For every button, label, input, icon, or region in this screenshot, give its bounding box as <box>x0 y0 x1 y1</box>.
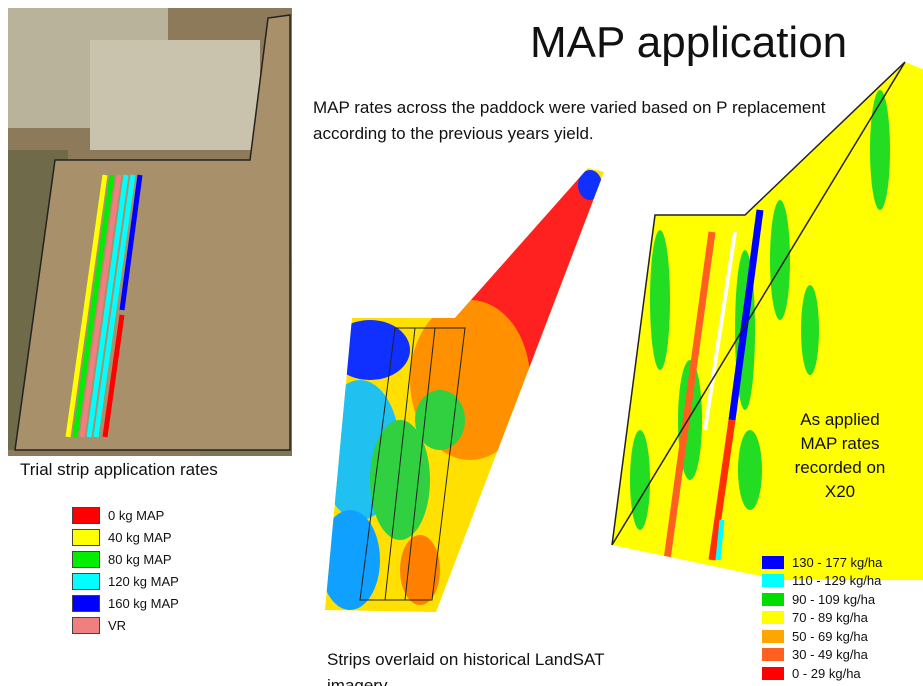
legend-item: VR <box>72 614 179 636</box>
legend-item: 80 kg MAP <box>72 548 179 570</box>
legend-label: 130 - 177 kg/ha <box>792 555 882 570</box>
legend-item: 50 - 69 kg/ha <box>762 627 882 646</box>
legend-swatch <box>72 617 100 634</box>
applied-caption: As applied MAP rates recorded on X20 <box>785 408 895 504</box>
legend-swatch <box>762 556 784 569</box>
legend-swatch <box>72 573 100 590</box>
legend-item: 70 - 89 kg/ha <box>762 609 882 628</box>
legend-swatch <box>72 529 100 546</box>
legend-item: 40 kg MAP <box>72 526 179 548</box>
legend-item: 110 - 129 kg/ha <box>762 572 882 591</box>
legend-item: 30 - 49 kg/ha <box>762 646 882 665</box>
landsat-caption: Strips overlaid on historical LandSAT im… <box>327 647 617 686</box>
legend-swatch <box>762 630 784 643</box>
legend-item: 0 kg MAP <box>72 504 179 526</box>
legend-item: 0 - 29 kg/ha <box>762 664 882 683</box>
legend-swatch <box>762 648 784 661</box>
legend-label: 30 - 49 kg/ha <box>792 647 868 662</box>
legend-swatch <box>762 593 784 606</box>
legend-label: 0 kg MAP <box>108 508 164 523</box>
trial-legend: 0 kg MAP 40 kg MAP 80 kg MAP 120 kg MAP 160 … <box>72 504 179 636</box>
legend-label: 40 kg MAP <box>108 530 172 545</box>
legend-swatch <box>72 595 100 612</box>
applied-legend: 130 - 177 kg/ha 110 - 129 kg/ha 90 - 109 k… <box>762 553 882 683</box>
legend-swatch <box>762 611 784 624</box>
legend-label: 110 - 129 kg/ha <box>792 573 881 588</box>
legend-label: 160 kg MAP <box>108 596 179 611</box>
aerial-photo <box>8 8 292 456</box>
legend-swatch <box>762 667 784 680</box>
legend-label: 120 kg MAP <box>108 574 179 589</box>
legend-label: 70 - 89 kg/ha <box>792 610 868 625</box>
legend-item: 90 - 109 kg/ha <box>762 590 882 609</box>
description: MAP rates across the paddock were varied… <box>313 95 833 147</box>
landsat-map <box>320 150 610 620</box>
legend-label: 90 - 109 kg/ha <box>792 592 875 607</box>
legend-label: 80 kg MAP <box>108 552 172 567</box>
legend-item: 160 kg MAP <box>72 592 179 614</box>
legend-item: 130 - 177 kg/ha <box>762 553 882 572</box>
legend-swatch <box>72 507 100 524</box>
legend-label: 0 - 29 kg/ha <box>792 666 861 681</box>
legend-swatch <box>72 551 100 568</box>
legend-label: VR <box>108 618 126 633</box>
legend-item: 120 kg MAP <box>72 570 179 592</box>
slide: MAP application MAP rates across the pad… <box>0 0 923 686</box>
legend-label: 50 - 69 kg/ha <box>792 629 868 644</box>
legend-swatch <box>762 574 784 587</box>
title: MAP application <box>530 18 847 68</box>
trial-caption: Trial strip application rates <box>20 460 218 480</box>
